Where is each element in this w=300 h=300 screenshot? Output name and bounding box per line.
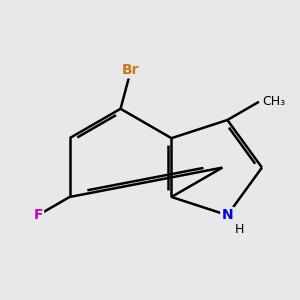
Text: F: F (33, 208, 43, 222)
Text: Br: Br (122, 63, 140, 77)
Text: H: H (235, 223, 244, 236)
Text: N: N (222, 208, 233, 222)
Text: CH₃: CH₃ (262, 95, 285, 108)
